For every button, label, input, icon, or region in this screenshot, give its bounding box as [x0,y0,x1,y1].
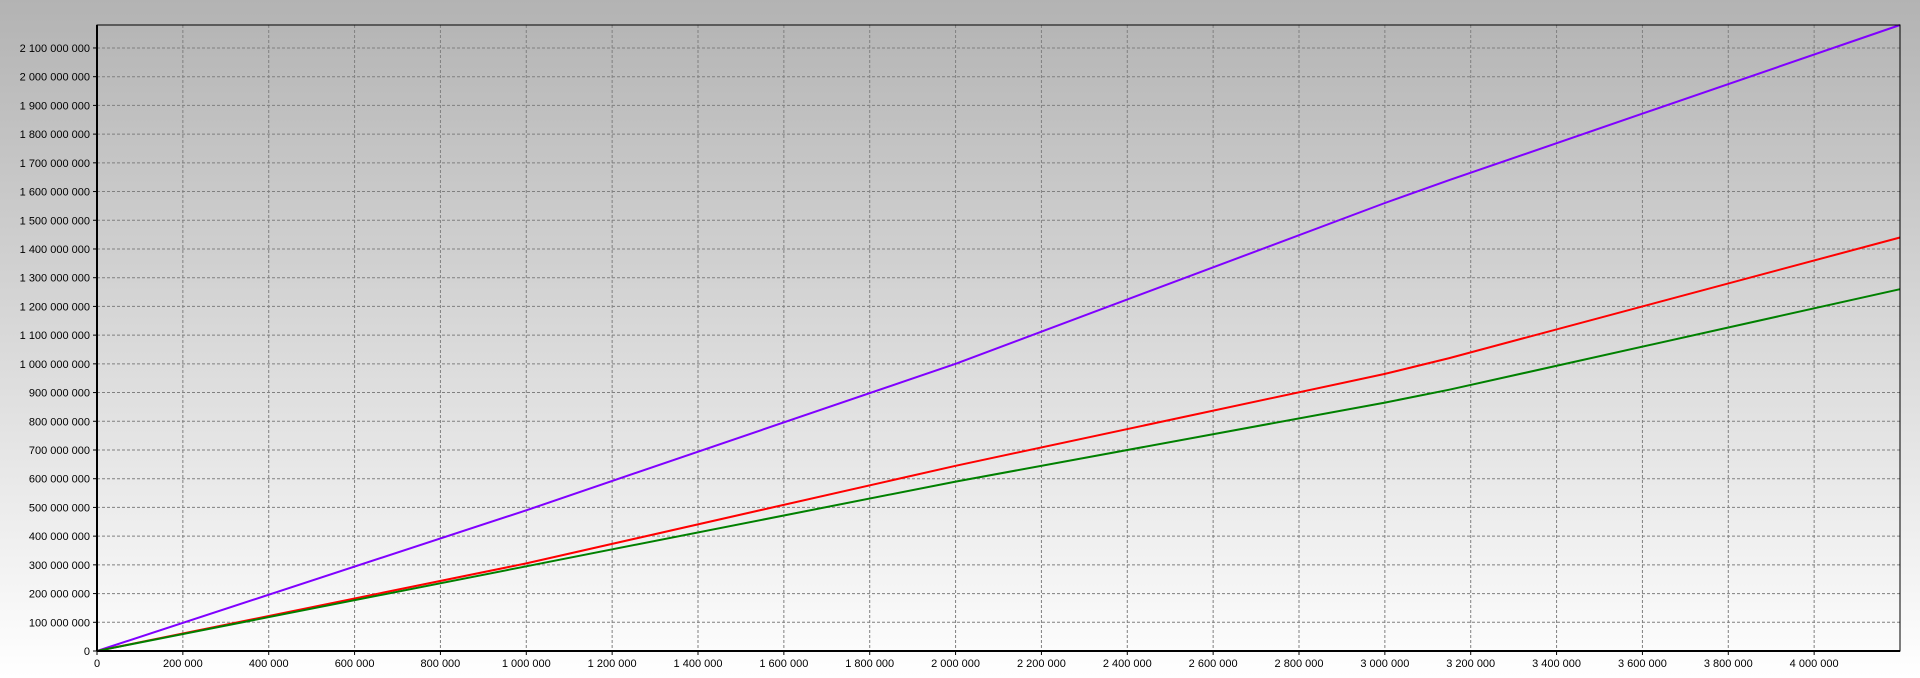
x-tick-label: 1 000 000 [502,658,551,670]
y-tick-label: 1 600 000 000 [20,187,90,199]
y-tick-label: 1 100 000 000 [20,330,90,342]
series-lines [96,24,1901,652]
x-tick-labels: 0 200 000 400 000 600 000 800 000 1 000 000 1 … [94,658,1839,670]
y-tick-label: 400 000 000 [29,531,90,543]
x-tick-label: 2 600 000 [1189,658,1238,670]
x-tick-label: 1 400 000 [674,658,723,670]
y-tick-label: 100 000 000 [29,617,90,629]
y-tick-label: 2 100 000 000 [20,43,90,55]
y-tick-labels: 0 100 000 000 200 000 000 300 000 000 400 00… [20,43,90,658]
x-tick-label: 1 800 000 [845,658,894,670]
grid [97,25,1900,651]
y-tick-label: 1 400 000 000 [20,244,90,256]
y-tick-label: 2 000 000 000 [20,72,90,84]
x-tick-label: 1 200 000 [588,658,637,670]
y-tick-label: 500 000 000 [29,502,90,514]
x-tick-label: 600 000 [335,658,375,670]
y-tick-label: 700 000 000 [29,445,90,457]
x-tick-label: 0 [94,658,100,670]
y-tick-label: 200 000 000 [29,589,90,601]
x-tick-label: 3 400 000 [1532,658,1581,670]
x-tick-label: 2 000 000 [931,658,980,670]
x-tick-label: 4 000 000 [1790,658,1839,670]
y-tick-label: 1 300 000 000 [20,273,90,285]
y-tick-label: 0 [84,646,90,658]
x-tick-label: 3 000 000 [1360,658,1409,670]
axes [93,24,1901,655]
y-tick-label: 1 000 000 000 [20,359,90,371]
series-line-2 [96,236,1901,652]
x-tick-label: 2 800 000 [1275,658,1324,670]
y-tick-label: 1 700 000 000 [20,158,90,170]
y-tick-label: 1 800 000 000 [20,129,90,141]
series-line-3 [96,288,1901,652]
y-tick-label: 1 200 000 000 [20,301,90,313]
y-tick-label: 600 000 000 [29,474,90,486]
x-tick-label: 3 600 000 [1618,658,1667,670]
y-tick-label: 1 500 000 000 [20,215,90,227]
x-tick-label: 800 000 [421,658,461,670]
y-tick-label: 800 000 000 [29,416,90,428]
y-tick-label: 900 000 000 [29,388,90,400]
x-tick-label: 2 400 000 [1103,658,1152,670]
y-tick-label: 300 000 000 [29,560,90,572]
x-tick-label: 400 000 [249,658,289,670]
x-tick-label: 3 200 000 [1446,658,1495,670]
x-tick-label: 3 800 000 [1704,658,1753,670]
x-tick-label: 2 200 000 [1017,658,1066,670]
x-tick-label: 1 600 000 [759,658,808,670]
x-tick-label: 200 000 [163,658,203,670]
y-tick-label: 1 900 000 000 [20,100,90,112]
series-line-1 [96,24,1901,652]
